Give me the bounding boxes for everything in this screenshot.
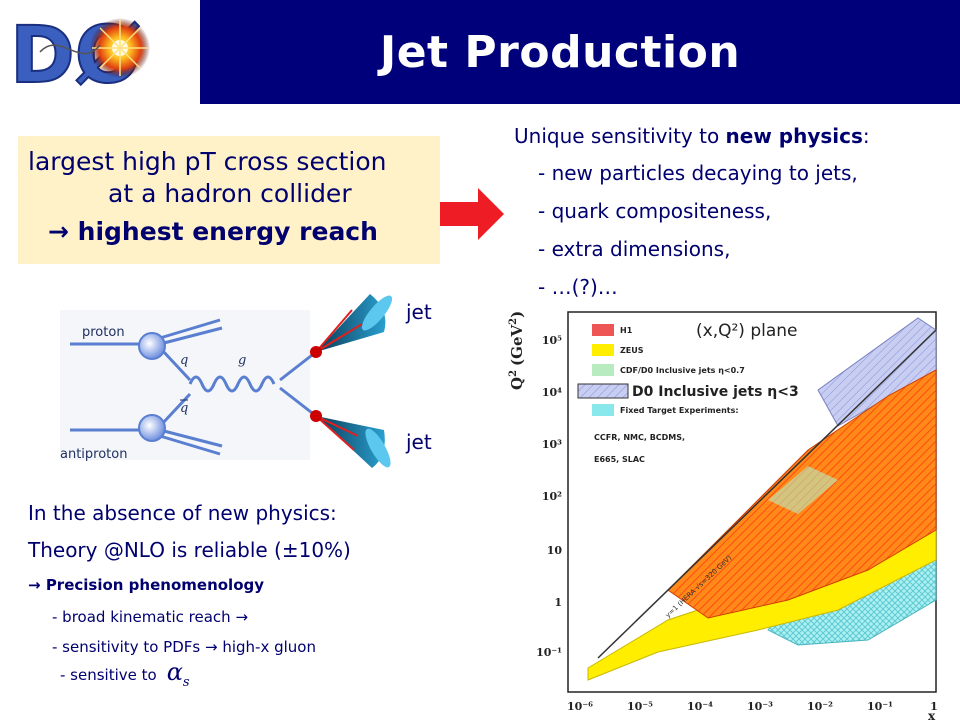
feynman-diagram: proton antiproton q q g bbox=[40, 280, 400, 484]
page-title: Jet Production bbox=[379, 26, 741, 78]
arrow-icon: → bbox=[204, 638, 218, 656]
y-tick: 10 bbox=[547, 544, 563, 557]
x-axis-label: x bbox=[928, 709, 936, 720]
y-tick: 10³ bbox=[542, 438, 562, 451]
reach-line: - broad kinematic reach → bbox=[28, 602, 351, 632]
arrow-icon: → bbox=[28, 576, 41, 594]
y-tick: 10⁵ bbox=[542, 334, 562, 347]
new-physics-list: Unique sensitivity to new physics: - new… bbox=[514, 118, 870, 306]
alpha-subscript: s bbox=[182, 674, 190, 690]
legend-d0: D0 Inclusive jets η<3 bbox=[632, 384, 799, 400]
y-axis-q: Q bbox=[508, 377, 526, 390]
list-item: - new particles decaying to jets, bbox=[538, 161, 858, 185]
legend-swatch-fixed bbox=[592, 404, 614, 416]
y-tick: 10⁴ bbox=[542, 386, 562, 399]
list-item: - quark compositeness, bbox=[538, 199, 772, 223]
pdf-line: - sensitivity to PDFs → high-x gluon bbox=[28, 632, 351, 662]
x-tick: 1 bbox=[930, 700, 938, 713]
legend-swatch-d0 bbox=[577, 383, 629, 399]
highlight-box: largest high pT cross section at a hadro… bbox=[18, 136, 440, 264]
y-tick: 10² bbox=[542, 490, 562, 503]
fixed-target-line-1: CCFR, NMC, BCDMS, bbox=[594, 433, 685, 442]
pdf-suffix: high-x gluon bbox=[222, 638, 316, 656]
list-item: - extra dimensions, bbox=[538, 237, 731, 261]
highlight-energy-reach: highest energy reach bbox=[77, 217, 378, 246]
y-tick: 10⁻¹ bbox=[536, 646, 562, 659]
x-tick: 10⁻³ bbox=[747, 700, 773, 713]
highlight-line-2: at a hadron collider bbox=[108, 179, 352, 208]
y-axis-sup: 2 bbox=[508, 370, 519, 377]
heading-suffix: : bbox=[862, 124, 870, 148]
x-tick: 10⁻² bbox=[807, 700, 833, 713]
fixed-target-line-2: E665, SLAC bbox=[594, 455, 645, 464]
precision-text: Precision phenomenology bbox=[45, 576, 265, 594]
proton-label: proton bbox=[82, 325, 125, 340]
alpha-s-symbol: αs bbox=[166, 658, 190, 690]
y-axis-unit-sup: 2 bbox=[508, 318, 519, 325]
jet-label-bottom: jet bbox=[406, 430, 432, 454]
legend-cdf: CDF/D0 Inclusive jets η<0.7 bbox=[620, 366, 745, 375]
gluon-label: g bbox=[238, 353, 246, 368]
jet-label-top: jet bbox=[406, 300, 432, 324]
arrow-icon: → bbox=[48, 217, 69, 246]
legend-h1: H1 bbox=[620, 326, 633, 335]
highlight-line-1: largest high pT cross section bbox=[28, 147, 387, 176]
pdf-prefix: - sensitivity to PDFs bbox=[52, 638, 201, 656]
y-axis-unit: (GeV bbox=[508, 325, 526, 366]
theory-text: Theory @NLO is reliable (±10%) bbox=[28, 538, 351, 562]
absence-text: In the absence of new physics: bbox=[28, 501, 337, 525]
x-tick: 10⁻⁴ bbox=[687, 700, 713, 713]
new-physics-heading: Unique sensitivity to new physics: bbox=[514, 118, 870, 154]
d0-logo: DØ bbox=[0, 0, 200, 104]
reach-text: - broad kinematic reach bbox=[52, 608, 231, 626]
legend-swatch-h1 bbox=[592, 324, 614, 336]
alpha-line: - sensitive to αs bbox=[28, 660, 351, 693]
quark-label: q bbox=[180, 353, 188, 368]
alpha-prefix: - sensitive to bbox=[60, 666, 157, 684]
antiproton-label: antiproton bbox=[60, 447, 127, 462]
precision-line: → Precision phenomenology bbox=[28, 568, 351, 602]
x-tick: 10⁻⁶ bbox=[567, 700, 593, 713]
antiquark-label: q bbox=[180, 401, 188, 416]
kinematic-plane-plot: (x,Q²) plane H1 ZEUS CDF/D0 Inclusive je… bbox=[508, 300, 960, 724]
legend-swatch-cdf bbox=[592, 364, 614, 376]
x-tick: 10⁻¹ bbox=[867, 700, 893, 713]
arrow-icon: → bbox=[235, 608, 249, 626]
title-bar: Jet Production bbox=[200, 0, 960, 104]
legend-fixed: Fixed Target Experiments: bbox=[620, 406, 739, 415]
x-tick: 10⁻⁵ bbox=[627, 700, 653, 713]
list-item: - …(?)… bbox=[538, 275, 618, 299]
highlight-line-3: → highest energy reach bbox=[28, 212, 432, 252]
red-arrow-icon bbox=[440, 188, 506, 244]
standard-model-text: In the absence of new physics: Theory @N… bbox=[28, 494, 351, 693]
y-axis-close: ) bbox=[508, 311, 526, 318]
alpha-symbol: α bbox=[166, 658, 183, 686]
plot-title: (x,Q²) plane bbox=[696, 321, 798, 341]
legend-zeus: ZEUS bbox=[620, 346, 644, 355]
y-tick: 1 bbox=[554, 596, 562, 609]
heading-prefix: Unique sensitivity to bbox=[514, 124, 726, 148]
legend-swatch-zeus bbox=[592, 344, 614, 356]
heading-bold: new physics bbox=[725, 124, 863, 148]
y-axis-label: Q2(GeV2) bbox=[508, 311, 526, 390]
